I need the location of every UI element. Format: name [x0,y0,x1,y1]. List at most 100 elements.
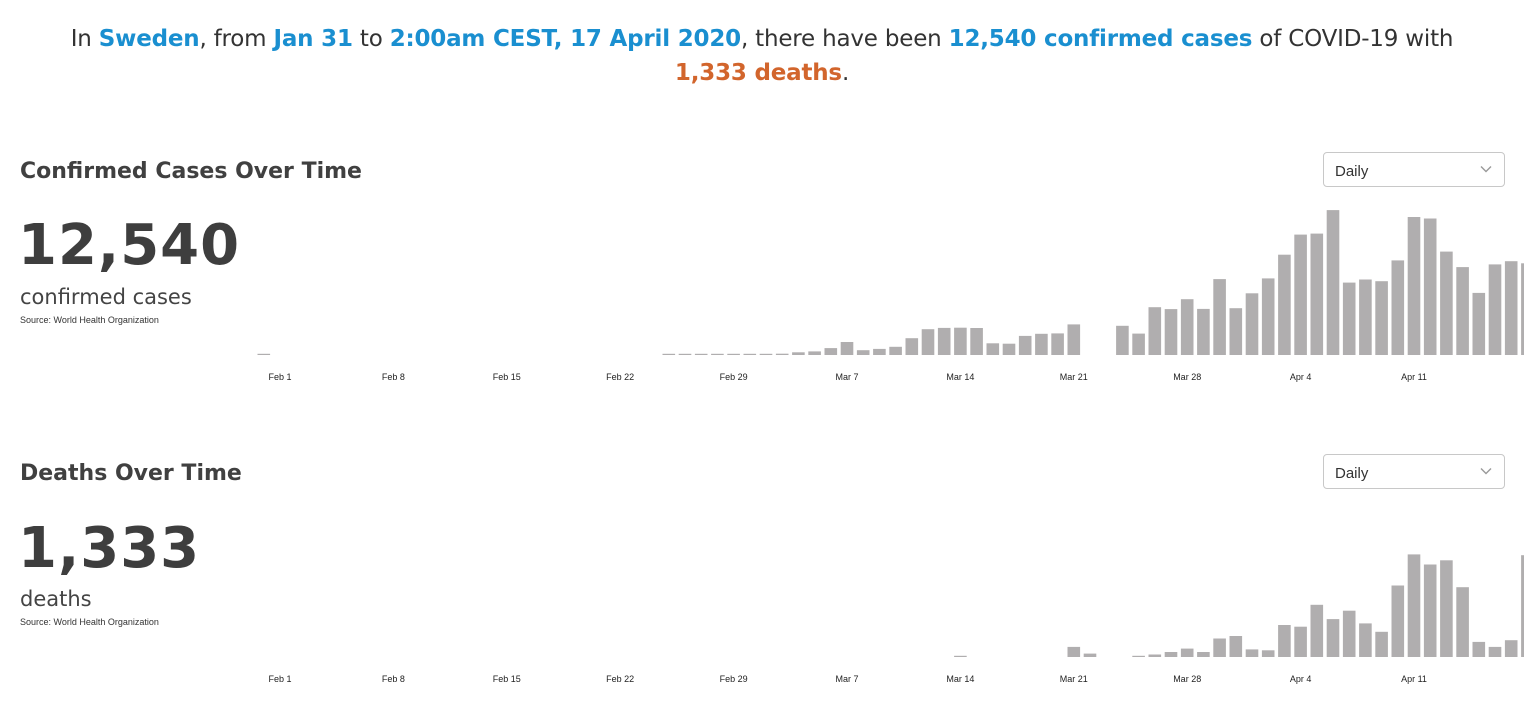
cases-bar [1521,263,1524,355]
cases-bar [1164,309,1178,355]
cases-tick-label: Feb 15 [493,372,521,382]
deaths-bar [1456,587,1469,657]
cases-tick-label: Apr 4 [1290,372,1312,382]
deaths-bar [1180,648,1194,657]
cases-bar [1018,335,1032,355]
cases-bar [921,329,935,355]
start-date: Jan 31 [273,26,353,52]
deaths-bar [1472,641,1486,657]
cases-bar [1132,333,1145,355]
deaths-section-title: Deaths Over Time [20,461,242,486]
deaths-bar [1148,654,1162,657]
cases-bar [711,353,724,355]
deaths-tick-label: Apr 4 [1290,674,1312,684]
cases-bar [1116,325,1129,355]
deaths-bar [1342,610,1356,657]
cases-bar [1423,218,1437,355]
cases-bar [1180,299,1194,355]
cases-bar [1261,278,1275,355]
cases-section-title: Confirmed Cases Over Time [20,159,362,184]
deaths-bar [1359,623,1372,657]
cases-bar [1051,333,1064,355]
deaths-period-value: Daily [1335,465,1369,482]
cases-bar [937,327,951,355]
cases-bar [1213,279,1226,355]
cases-bar [1342,282,1356,355]
deaths-bar [1391,585,1405,657]
cases-bar [727,353,740,355]
cases-bar [792,352,805,355]
deaths-source: Source: World Health Organization [20,617,159,627]
deaths-bar [1278,625,1291,657]
cases-bar [1245,293,1259,355]
cases-bar [1456,267,1469,355]
chevron-down-icon [1480,468,1492,475]
cases-tick-label: Mar 7 [835,372,858,382]
deaths-bar [1132,655,1145,657]
cases-bar [1067,324,1081,355]
country-name: Sweden [98,26,200,52]
deaths-bar [954,655,967,657]
deaths-period-select[interactable]: Daily [1323,454,1505,489]
cases-bar [856,350,870,355]
cases-bar [840,342,854,355]
deaths-tick-label: Feb 1 [268,674,291,684]
cases-bar [1488,264,1502,355]
cases-total: 12,540 [18,213,241,278]
cases-bar [678,353,692,355]
cases-bar [1148,307,1162,355]
cases-bar [1359,279,1372,355]
cases-bar [1375,281,1388,355]
cases-bar [1002,343,1016,355]
deaths-chart: Feb 1 Feb 8 Feb 15 Feb 22 Feb 29 Mar 7 Mar 14 M… [268,554,1524,684]
cases-bar [662,353,676,355]
cases-tick-label: Feb 8 [382,372,405,382]
cases-bar [257,353,271,355]
cases-label: confirmed cases [20,285,192,309]
cases-bar [808,351,821,355]
deaths-tick-label: Mar 28 [1173,674,1201,684]
deaths-bar [1423,564,1437,657]
deaths-highlight: 1,333 deaths [674,60,842,86]
end-date: 2:00am CEST, 17 April 2020 [389,26,741,52]
cases-tick-label: Mar 21 [1060,372,1088,382]
cases-bar [970,328,983,355]
cases-bar [1035,333,1048,355]
cases-bar [1472,292,1486,355]
deaths-tick-label: Feb 29 [720,674,748,684]
cases-bar [775,353,789,355]
cases-bar [1294,234,1307,355]
cases-bar [954,327,967,355]
deaths-total: 1,333 [18,516,201,581]
deaths-bar [1310,604,1324,657]
chevron-down-icon [1480,166,1492,173]
deaths-bar [1488,646,1502,657]
cases-bar [759,353,773,355]
cases-bar [873,348,886,355]
deaths-bar [1213,638,1226,657]
cases-bar [1229,308,1243,355]
cases-period-value: Daily [1335,163,1369,180]
deaths-tick-label: Mar 14 [946,674,974,684]
deaths-bar [1407,554,1421,657]
cases-bar [1326,210,1340,355]
cases-tick-label: Apr 11 [1401,372,1427,382]
cases-bar [1440,251,1453,355]
deaths-bar [1440,560,1453,657]
cases-bar [986,343,1000,355]
cases-bar [1504,261,1518,355]
deaths-bar [1229,636,1243,657]
cases-period-select[interactable]: Daily [1323,152,1505,187]
cases-tick-label: Feb 22 [606,372,634,382]
deaths-bar [1326,619,1340,657]
cases-tick-label: Mar 28 [1173,372,1201,382]
cases-bar [824,348,838,355]
cases-tick-label: Mar 14 [946,372,974,382]
deaths-tick-label: Feb 8 [382,674,405,684]
deaths-bar [1504,640,1518,657]
cases-chart: Feb 1 Feb 8 Feb 15 Feb 22 Feb 29 Mar 7 Mar 14 M… [257,210,1524,382]
cases-bar [1197,308,1210,355]
deaths-bar [1375,631,1388,657]
deaths-bar [1083,653,1097,657]
cases-tick-label: Feb 1 [268,372,291,382]
